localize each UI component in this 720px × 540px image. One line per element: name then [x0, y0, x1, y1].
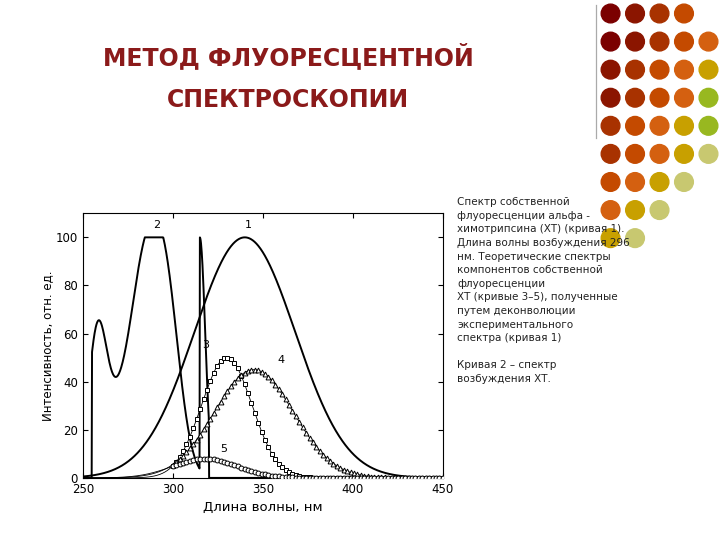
Y-axis label: Интенсивность, отн. ед.: Интенсивность, отн. ед.	[41, 271, 54, 421]
Text: 5: 5	[220, 444, 227, 454]
Text: Спектр собственной
флуоресценции альфа -
химотрипсина (ХТ) (кривая 1).
Длина вол: Спектр собственной флуоресценции альфа -…	[457, 197, 630, 384]
Text: 3: 3	[202, 340, 209, 350]
X-axis label: Длина волны, нм: Длина волны, нм	[203, 501, 323, 514]
Text: 4: 4	[277, 355, 284, 365]
Text: 2: 2	[153, 220, 160, 230]
Text: СПЕКТРОСКОПИИ: СПЕКТРОСКОПИИ	[167, 88, 409, 112]
Text: 1: 1	[245, 220, 252, 230]
Text: МЕТОД ФЛУОРЕСЦЕНТНОЙ: МЕТОД ФЛУОРЕСЦЕНТНОЙ	[103, 43, 473, 70]
